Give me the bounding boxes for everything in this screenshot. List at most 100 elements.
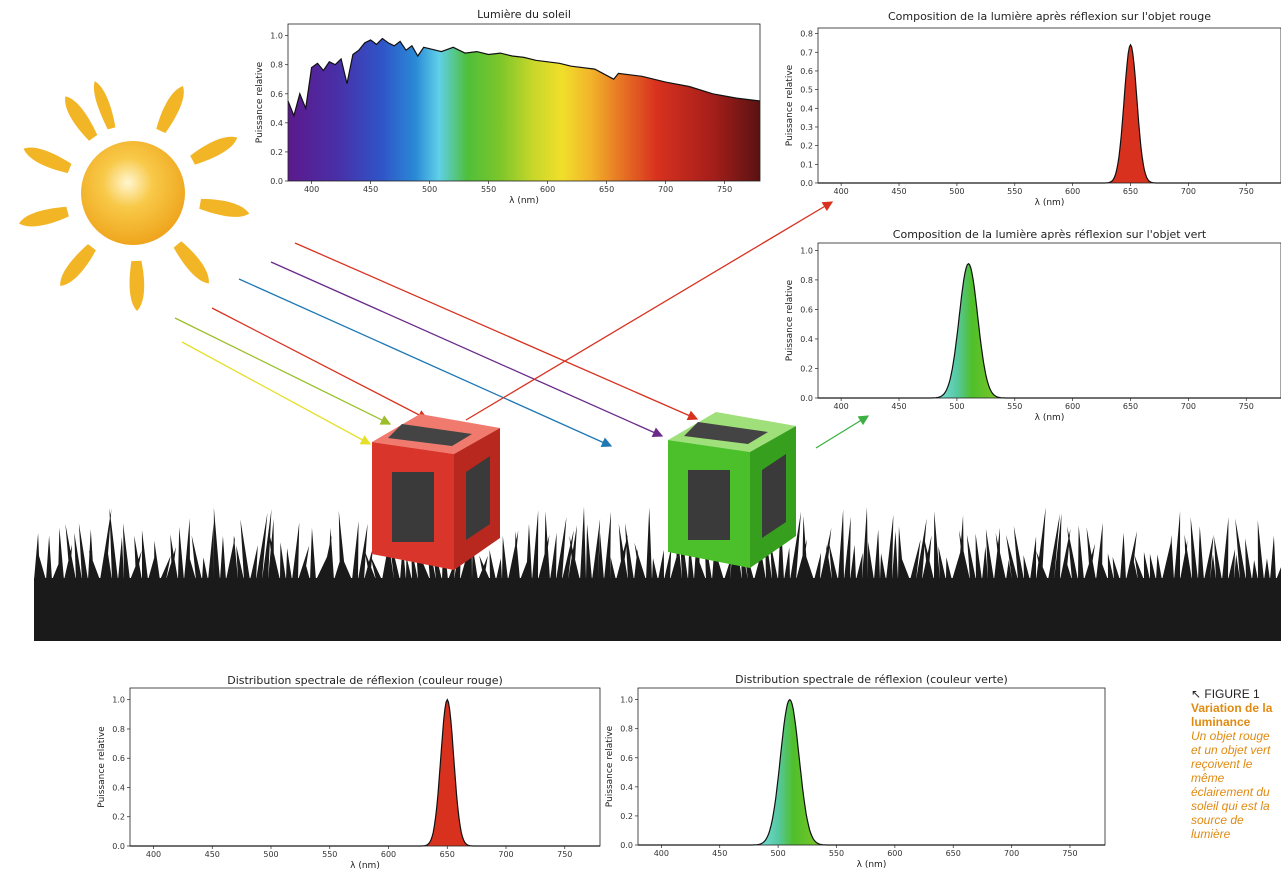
y-tick-label: 0.0 <box>620 841 633 850</box>
x-axis-label: λ (nm) <box>1035 198 1065 208</box>
caption-heading: Variation de la luminance <box>1191 701 1273 729</box>
y-tick-label: 0.2 <box>800 142 813 151</box>
y-axis-label: Puissance relative <box>785 64 795 146</box>
series-area <box>288 38 760 181</box>
y-tick-label: 0.8 <box>800 30 813 39</box>
y-tick-label: 0.3 <box>800 123 813 132</box>
x-axis-label: λ (nm) <box>1035 413 1065 423</box>
x-tick-label: 450 <box>712 849 727 858</box>
chart-title: Composition de la lumière après réflexio… <box>888 10 1211 23</box>
series-area <box>1105 44 1156 183</box>
x-tick-label: 650 <box>946 849 961 858</box>
y-tick-label: 0.6 <box>800 67 813 76</box>
x-tick-label: 500 <box>770 849 785 858</box>
y-tick-label: 0.7 <box>800 48 813 57</box>
y-tick-label: 0.4 <box>112 783 125 792</box>
y-tick-label: 0.6 <box>270 90 283 99</box>
series-area <box>752 699 828 845</box>
chart-sun-spectrum: Lumière du soleil 400 450 500 550 600 650 700 75… <box>255 8 761 206</box>
y-tick-label: 0.1 <box>800 160 813 169</box>
x-tick-label: 450 <box>891 187 906 196</box>
y-tick-label: 0.8 <box>800 276 813 285</box>
sun-icon <box>19 81 250 311</box>
x-tick-label: 700 <box>1181 402 1196 411</box>
y-tick-label: 0.0 <box>800 179 813 188</box>
x-tick-label: 400 <box>834 187 849 196</box>
y-tick-label: 1.0 <box>112 696 125 705</box>
x-tick-label: 600 <box>1065 402 1080 411</box>
figure-label: ↖ FIGURE 1 <box>1191 687 1260 701</box>
series-area <box>931 263 1006 398</box>
series-area <box>421 699 474 846</box>
y-tick-label: 0.8 <box>620 725 633 734</box>
x-tick-label: 550 <box>1007 187 1022 196</box>
figure-caption: ↖ FIGURE 1 Variation de la luminance Un … <box>1191 687 1281 841</box>
plot-frame <box>637 687 1106 846</box>
y-axis-label: Puissance relative <box>255 61 265 143</box>
x-tick-label: 650 <box>599 185 614 194</box>
y-tick-label: 0.5 <box>800 86 813 95</box>
chart-red-spectral-distribution: Distribution spectrale de réflexion (cou… <box>97 674 601 869</box>
x-tick-label: 500 <box>263 850 278 859</box>
chart-title: Distribution spectrale de réflexion (cou… <box>735 673 1008 686</box>
chart-green-spectral-distribution: Distribution spectrale de réflexion (cou… <box>605 673 1106 869</box>
y-tick-label: 0.8 <box>270 61 283 70</box>
y-tick-label: 1.0 <box>270 32 283 41</box>
x-tick-label: 650 <box>1123 402 1138 411</box>
y-tick-label: 0.4 <box>800 335 813 344</box>
x-tick-label: 550 <box>322 850 337 859</box>
y-tick-label: 0.2 <box>800 364 813 373</box>
y-tick-label: 0.2 <box>270 148 283 157</box>
y-tick-label: 0.8 <box>112 725 125 734</box>
x-tick-label: 550 <box>481 185 496 194</box>
x-tick-label: 750 <box>557 850 572 859</box>
chart-title: Lumière du soleil <box>477 8 571 21</box>
series-line <box>638 698 1105 846</box>
series-line <box>287 37 761 118</box>
y-tick-label: 1.0 <box>620 696 633 705</box>
y-tick-label: 0.0 <box>270 177 283 186</box>
x-tick-label: 700 <box>658 185 673 194</box>
x-tick-label: 400 <box>654 849 669 858</box>
y-tick-label: 0.2 <box>620 812 633 821</box>
y-tick-label: 1.0 <box>800 246 813 255</box>
y-tick-label: 0.0 <box>800 394 813 403</box>
x-tick-label: 700 <box>1004 849 1019 858</box>
x-tick-label: 700 <box>498 850 513 859</box>
x-tick-label: 600 <box>381 850 396 859</box>
plot-frame <box>129 687 601 847</box>
chart-red-reflection-composition: Composition de la lumière après réflexio… <box>785 10 1281 208</box>
series-line <box>130 698 600 847</box>
x-tick-label: 750 <box>717 185 732 194</box>
x-tick-label: 600 <box>1065 187 1080 196</box>
series-line <box>818 43 1281 184</box>
chart-title: Composition de la lumière après réflexio… <box>893 228 1207 241</box>
x-axis-label: λ (nm) <box>509 196 539 206</box>
y-tick-label: 0.6 <box>800 305 813 314</box>
x-tick-label: 500 <box>422 185 437 194</box>
grass-silhouette <box>34 506 1281 641</box>
light-arrows <box>174 201 870 449</box>
y-tick-label: 0.0 <box>112 842 125 851</box>
x-tick-label: 750 <box>1062 849 1077 858</box>
x-tick-label: 500 <box>949 402 964 411</box>
x-tick-label: 750 <box>1239 187 1254 196</box>
y-tick-label: 0.2 <box>112 813 125 822</box>
y-tick-label: 0.4 <box>620 783 633 792</box>
y-tick-label: 0.4 <box>270 119 283 128</box>
y-axis-label: Puissance relative <box>605 725 615 807</box>
plot-frame <box>817 27 1281 184</box>
x-tick-label: 700 <box>1181 187 1196 196</box>
chart-title: Distribution spectrale de réflexion (cou… <box>227 674 503 687</box>
x-tick-label: 650 <box>1123 187 1138 196</box>
y-axis-label: Puissance relative <box>97 726 107 808</box>
x-tick-label: 400 <box>146 850 161 859</box>
chart-green-reflection-composition: Composition de la lumière après réflexio… <box>785 228 1281 423</box>
x-tick-label: 450 <box>205 850 220 859</box>
y-tick-label: 0.6 <box>112 754 125 763</box>
x-tick-label: 600 <box>887 849 902 858</box>
plot-frame <box>817 242 1281 399</box>
x-tick-label: 400 <box>834 402 849 411</box>
x-tick-label: 400 <box>304 185 319 194</box>
